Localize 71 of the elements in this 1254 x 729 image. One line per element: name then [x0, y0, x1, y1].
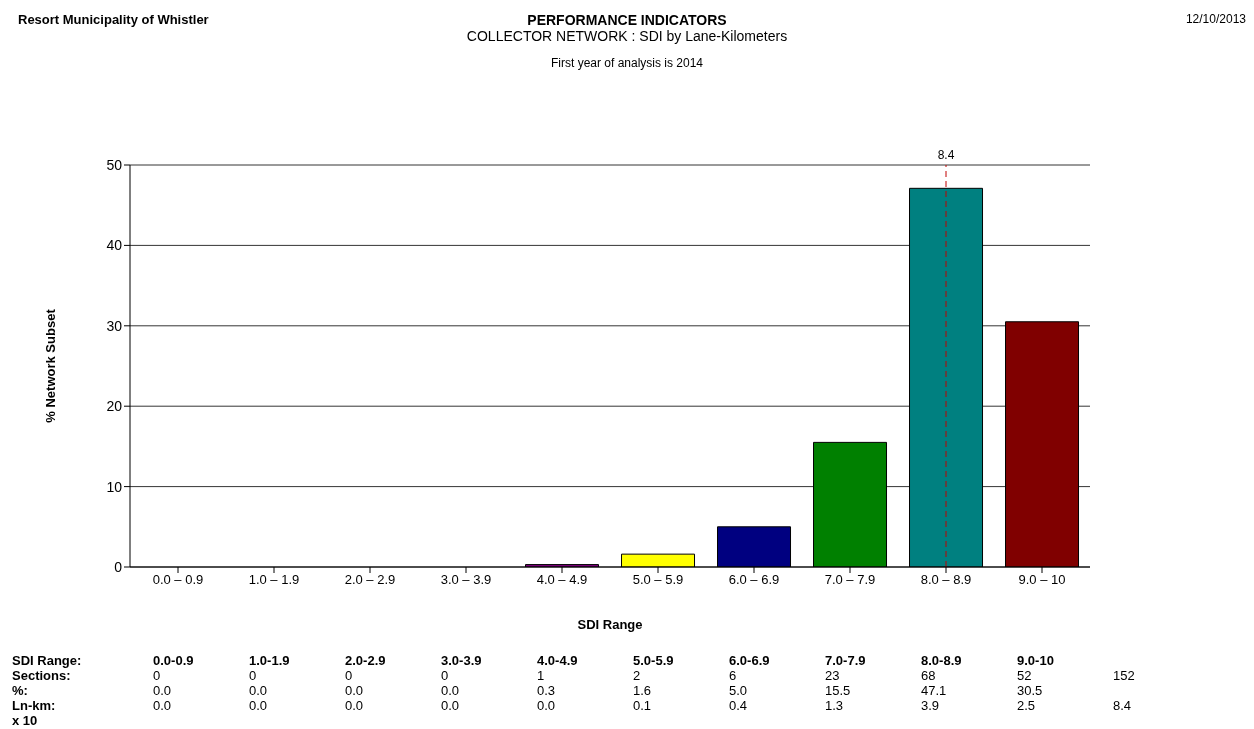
y-tick-label: 50: [106, 156, 123, 173]
y-tick-label: 20: [106, 398, 123, 415]
data-label: 1.6: [633, 683, 652, 698]
text: 0.0: [249, 698, 268, 713]
text: 6.0-6.9: [729, 653, 770, 668]
data-label: 47.1: [921, 683, 947, 698]
text: 8.4: [1113, 698, 1132, 713]
data-label: 15.5: [825, 683, 851, 698]
text: 0.0: [441, 698, 460, 713]
x-tick-label: 3.0 – 3.9: [440, 572, 492, 588]
data-label: 0.0: [441, 683, 460, 698]
text: 52: [1017, 668, 1032, 683]
y-tick-label: 0: [114, 558, 123, 575]
text: 3.9: [921, 698, 940, 713]
text: 2.0-2.9: [345, 653, 386, 668]
text: 6: [729, 668, 737, 683]
text: 0.4: [729, 698, 748, 713]
text: 7.0-7.9: [825, 653, 866, 668]
x-tick-label: 6.0 – 6.9: [728, 572, 780, 588]
data-label: 0.0: [345, 683, 364, 698]
text: 4.0-4.9: [537, 653, 578, 668]
text: Sections:: [12, 668, 71, 683]
text: 1.0-1.9: [249, 653, 290, 668]
text: 0: [249, 668, 257, 683]
text: 0.0: [345, 698, 364, 713]
x-tick-label: 0.0 – 0.9: [152, 572, 204, 588]
text: 12/10/2013: [1185, 12, 1246, 26]
y-tick-label: 30: [106, 317, 123, 334]
y-axis-title: % Network Subset: [42, 308, 58, 423]
chart-title: PERFORMANCE INDICATORS: [527, 12, 727, 28]
text: 3.0-3.9: [441, 653, 482, 668]
text: Ln-km:: [12, 698, 56, 713]
text: 23: [825, 668, 840, 683]
text: 0.0: [153, 698, 172, 713]
text: 0.0: [537, 698, 556, 713]
text: 0: [441, 668, 449, 683]
data-label: 30.5: [1017, 683, 1043, 698]
data-label: 0.0: [153, 683, 172, 698]
data-label: 0.3: [537, 683, 556, 698]
text: 0: [153, 668, 161, 683]
text: 2: [633, 668, 641, 683]
text: 152: [1113, 668, 1135, 683]
text: 8.0-8.9: [921, 653, 962, 668]
y-tick-label: 40: [106, 237, 123, 254]
x-tick-label: 1.0 – 1.9: [248, 572, 300, 588]
x-tick-label: 9.0 – 10: [1018, 572, 1066, 588]
x-tick-label: 4.0 – 4.9: [536, 572, 588, 588]
text: 9.0-10: [1017, 653, 1054, 668]
x-tick-label: 2.0 – 2.9: [344, 572, 396, 588]
text: Resort Municipality of Whistler: [18, 12, 209, 27]
x-tick-label: 8.0 – 8.9: [920, 572, 972, 588]
text: %:: [12, 683, 28, 698]
chart-subtitle: COLLECTOR NETWORK : SDI by Lane-Kilometers: [465, 28, 789, 44]
text: 5.0-5.9: [633, 653, 674, 668]
x-axis-title: SDI Range: [577, 617, 643, 632]
text: 0: [345, 668, 353, 683]
data-label: 0.0: [249, 683, 268, 698]
y-tick-label: 10: [106, 478, 123, 495]
text: 0.1: [633, 698, 652, 713]
x-tick-label: 5.0 – 5.9: [632, 572, 684, 588]
data-label: 5.0: [729, 683, 748, 698]
text: x 10: [12, 713, 38, 728]
text: 0.0-0.9: [153, 653, 194, 668]
text: 2.5: [1017, 698, 1036, 713]
text: SDI Range:: [12, 653, 82, 668]
text: 1.3: [825, 698, 844, 713]
x-tick-label: 7.0 – 7.9: [824, 572, 876, 588]
text: First year of analysis is 2014: [549, 56, 705, 70]
text: 1: [537, 668, 545, 683]
annotation: 8.4: [937, 148, 955, 162]
text: 68: [921, 668, 936, 683]
